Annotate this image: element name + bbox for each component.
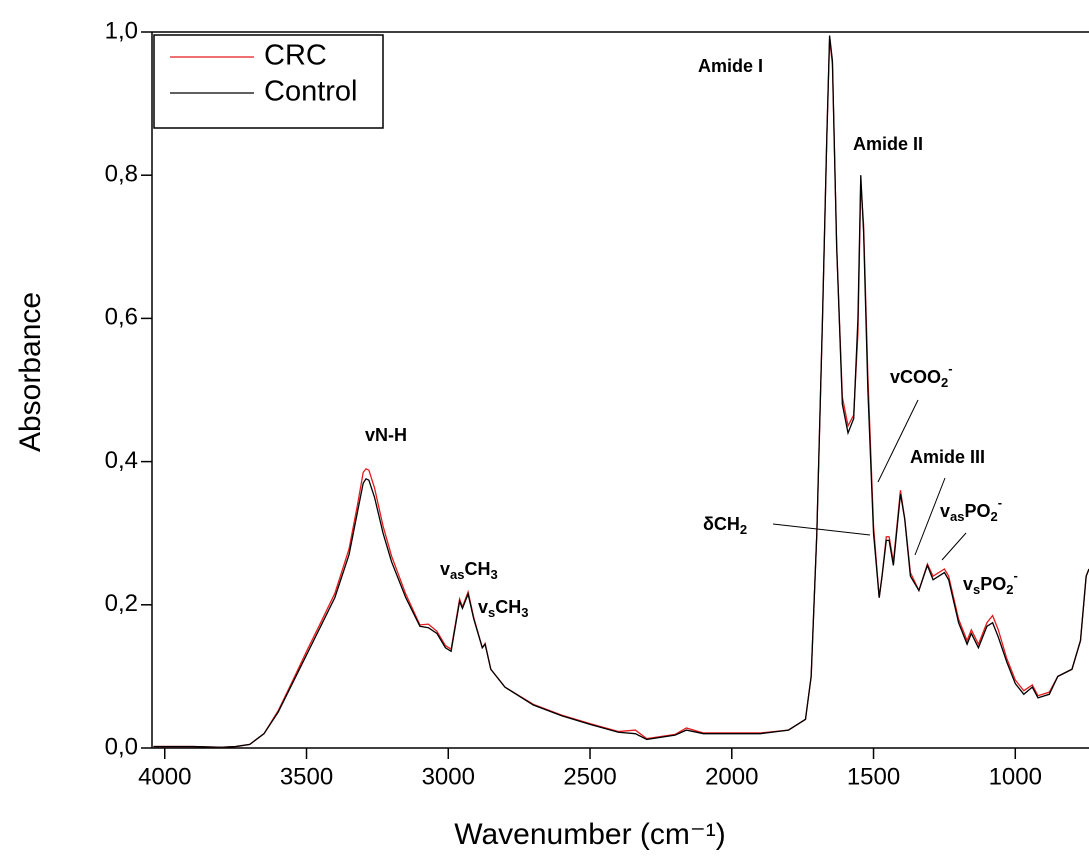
annotation-part: Amide II — [853, 134, 923, 154]
annotation-part: CH — [495, 597, 521, 617]
annotation: vasCH3 — [440, 559, 498, 583]
leader-line — [941, 532, 967, 561]
annotation-part: Amide I — [698, 56, 763, 76]
x-tick-label: 2000 — [705, 763, 758, 790]
annotation: Amide I — [698, 56, 763, 76]
annotation-part: v — [940, 501, 950, 521]
legend-label: CRC — [264, 40, 327, 72]
leader-line — [772, 523, 871, 536]
annotation: vN-H — [365, 425, 407, 445]
annotation-part: PO — [964, 501, 990, 521]
annotation-part: δCH — [703, 514, 740, 534]
annotation: δCH2 — [703, 514, 747, 538]
y-tick-label: 0,0 — [105, 733, 138, 760]
annotation-part: 2 — [941, 375, 948, 390]
annotation-part: - — [1014, 568, 1018, 583]
annotation-part: as — [450, 567, 464, 582]
x-tick-label: 2500 — [563, 763, 616, 790]
annotation: vCOO2- — [890, 361, 953, 390]
annotation-part: 2 — [740, 522, 747, 537]
annotation-part: 3 — [521, 605, 528, 620]
spectrum-line — [153, 39, 1089, 748]
x-axis-title: Wavenumber (cm⁻¹) — [454, 818, 725, 851]
y-axis-title: Absorbance — [14, 292, 47, 452]
spectrum-line — [153, 35, 1089, 748]
annotation-part: Amide III — [910, 447, 985, 467]
x-tick-label: 3500 — [280, 763, 333, 790]
annotation-part: - — [998, 495, 1002, 510]
annotation: vasPO2- — [940, 495, 1002, 524]
annotation-part: v — [440, 559, 450, 579]
leader-line — [877, 399, 919, 483]
legend-label: Control — [264, 76, 358, 108]
legend-box — [153, 34, 384, 129]
annotation: vsPO2- — [963, 568, 1018, 597]
annotation-part: - — [948, 361, 952, 376]
annotation-part: v — [963, 574, 973, 594]
annotation-part: 2 — [1006, 582, 1013, 597]
annotation-part: 3 — [490, 567, 497, 582]
x-tick-label: 4000 — [138, 763, 191, 790]
y-tick-label: 1,0 — [105, 17, 138, 44]
x-tick-label: 3000 — [422, 763, 475, 790]
annotation-part: as — [950, 509, 964, 524]
annotation-part: vN-H — [365, 425, 407, 445]
leader-lines — [772, 399, 967, 561]
annotation: Amide III — [910, 447, 985, 467]
annotation-part: s — [973, 582, 980, 597]
annotation: vsCH3 — [478, 597, 528, 621]
annotation-part: PO — [980, 574, 1006, 594]
y-tick-label: 0,8 — [105, 161, 138, 188]
y-tick-label: 0,4 — [105, 447, 138, 474]
y-tick-label: 0,2 — [105, 590, 138, 617]
leader-line — [914, 477, 946, 556]
x-tick-label: 1000 — [989, 763, 1042, 790]
annotation-part: v — [478, 597, 488, 617]
y-tick-label: 0,6 — [105, 304, 138, 331]
annotation-part: vCOO — [890, 367, 941, 387]
annotation: Amide II — [853, 134, 923, 154]
annotation-part: 2 — [991, 509, 998, 524]
x-tick-label: 1500 — [847, 763, 900, 790]
annotation-part: s — [488, 605, 495, 620]
annotation-part: CH — [464, 559, 490, 579]
